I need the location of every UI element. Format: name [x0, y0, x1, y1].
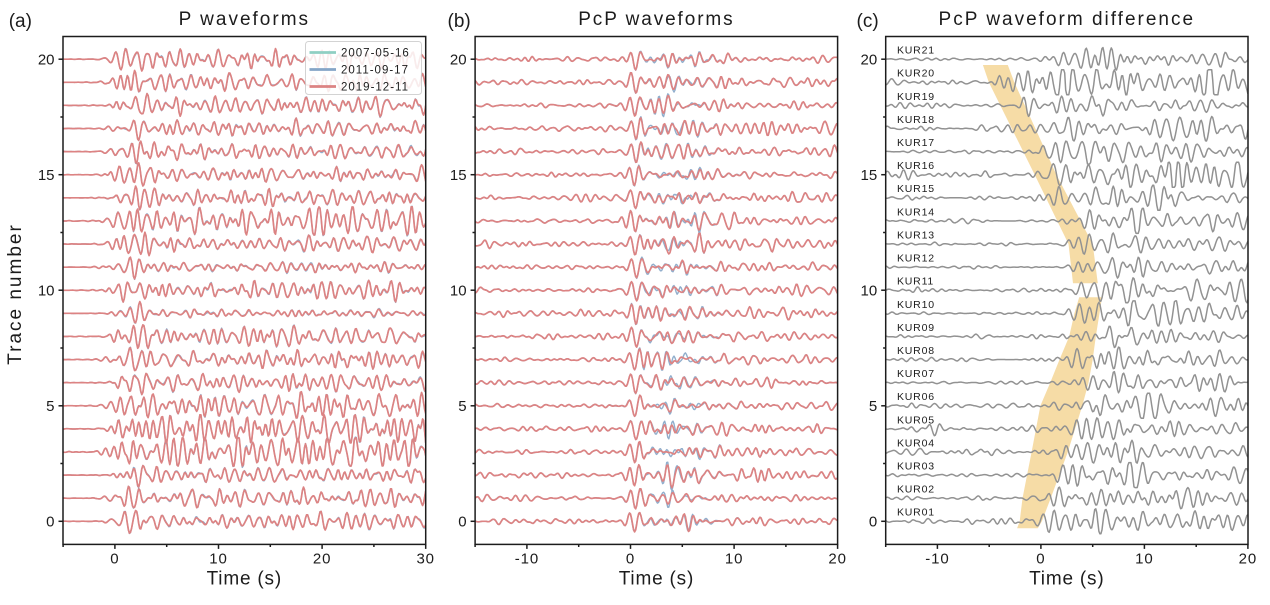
svg-text:20: 20	[313, 551, 332, 568]
svg-text:20: 20	[828, 551, 847, 568]
svg-text:PcP waveforms: PcP waveforms	[578, 9, 734, 30]
svg-text:2011-09-17: 2011-09-17	[341, 65, 409, 77]
svg-text:KUR06: KUR06	[897, 391, 935, 403]
svg-text:KUR11: KUR11	[897, 276, 934, 288]
svg-text:KUR01: KUR01	[897, 507, 935, 519]
svg-text:10: 10	[725, 551, 744, 568]
svg-text:KUR10: KUR10	[897, 299, 935, 311]
svg-text:(a): (a)	[9, 11, 32, 32]
svg-text:0: 0	[1036, 551, 1045, 568]
svg-text:20: 20	[1239, 551, 1258, 568]
svg-text:-10: -10	[515, 551, 539, 568]
svg-text:15: 15	[450, 167, 467, 184]
svg-text:Time (s): Time (s)	[1029, 569, 1104, 590]
svg-text:Time (s): Time (s)	[207, 569, 282, 590]
svg-text:KUR19: KUR19	[897, 91, 935, 103]
svg-text:15: 15	[38, 167, 55, 184]
svg-text:5: 5	[869, 398, 877, 415]
svg-text:10: 10	[38, 282, 55, 299]
svg-text:KUR08: KUR08	[897, 345, 935, 357]
svg-text:10: 10	[450, 282, 467, 299]
svg-text:0: 0	[869, 514, 877, 531]
svg-text:P waveforms: P waveforms	[179, 9, 310, 30]
svg-text:KUR15: KUR15	[897, 183, 935, 195]
svg-text:KUR04: KUR04	[897, 437, 935, 449]
svg-text:0: 0	[626, 551, 635, 568]
svg-text:20: 20	[38, 51, 55, 68]
svg-text:2019-12-11: 2019-12-11	[341, 82, 409, 94]
svg-text:KUR02: KUR02	[897, 484, 935, 496]
svg-text:KUR12: KUR12	[897, 253, 935, 265]
svg-text:10: 10	[1135, 551, 1154, 568]
svg-text:10: 10	[209, 551, 228, 568]
svg-text:-10: -10	[925, 551, 949, 568]
svg-text:0: 0	[46, 514, 54, 531]
svg-text:0: 0	[110, 551, 119, 568]
svg-text:KUR05: KUR05	[897, 414, 935, 426]
svg-text:(b): (b)	[448, 11, 471, 32]
svg-text:20: 20	[861, 51, 878, 68]
svg-text:KUR07: KUR07	[897, 368, 935, 380]
svg-text:KUR03: KUR03	[897, 461, 935, 473]
svg-text:10: 10	[861, 282, 878, 299]
svg-text:KUR17: KUR17	[897, 137, 935, 149]
svg-text:5: 5	[458, 398, 466, 415]
svg-text:30: 30	[416, 551, 435, 568]
svg-text:5: 5	[46, 398, 54, 415]
svg-text:KUR18: KUR18	[897, 114, 935, 126]
svg-text:KUR21: KUR21	[897, 45, 935, 57]
svg-text:KUR09: KUR09	[897, 322, 935, 334]
svg-text:KUR14: KUR14	[897, 206, 935, 218]
svg-text:2007-05-16: 2007-05-16	[341, 48, 410, 60]
svg-text:20: 20	[450, 51, 467, 68]
svg-text:KUR20: KUR20	[897, 68, 935, 80]
svg-text:15: 15	[861, 167, 878, 184]
svg-text:KUR16: KUR16	[897, 160, 935, 172]
svg-text:PcP waveform difference: PcP waveform difference	[939, 9, 1196, 30]
svg-text:(c): (c)	[857, 11, 879, 32]
svg-text:Trace number: Trace number	[5, 223, 26, 365]
svg-text:0: 0	[458, 514, 466, 531]
svg-text:Time (s): Time (s)	[619, 569, 694, 590]
svg-text:KUR13: KUR13	[897, 229, 935, 241]
